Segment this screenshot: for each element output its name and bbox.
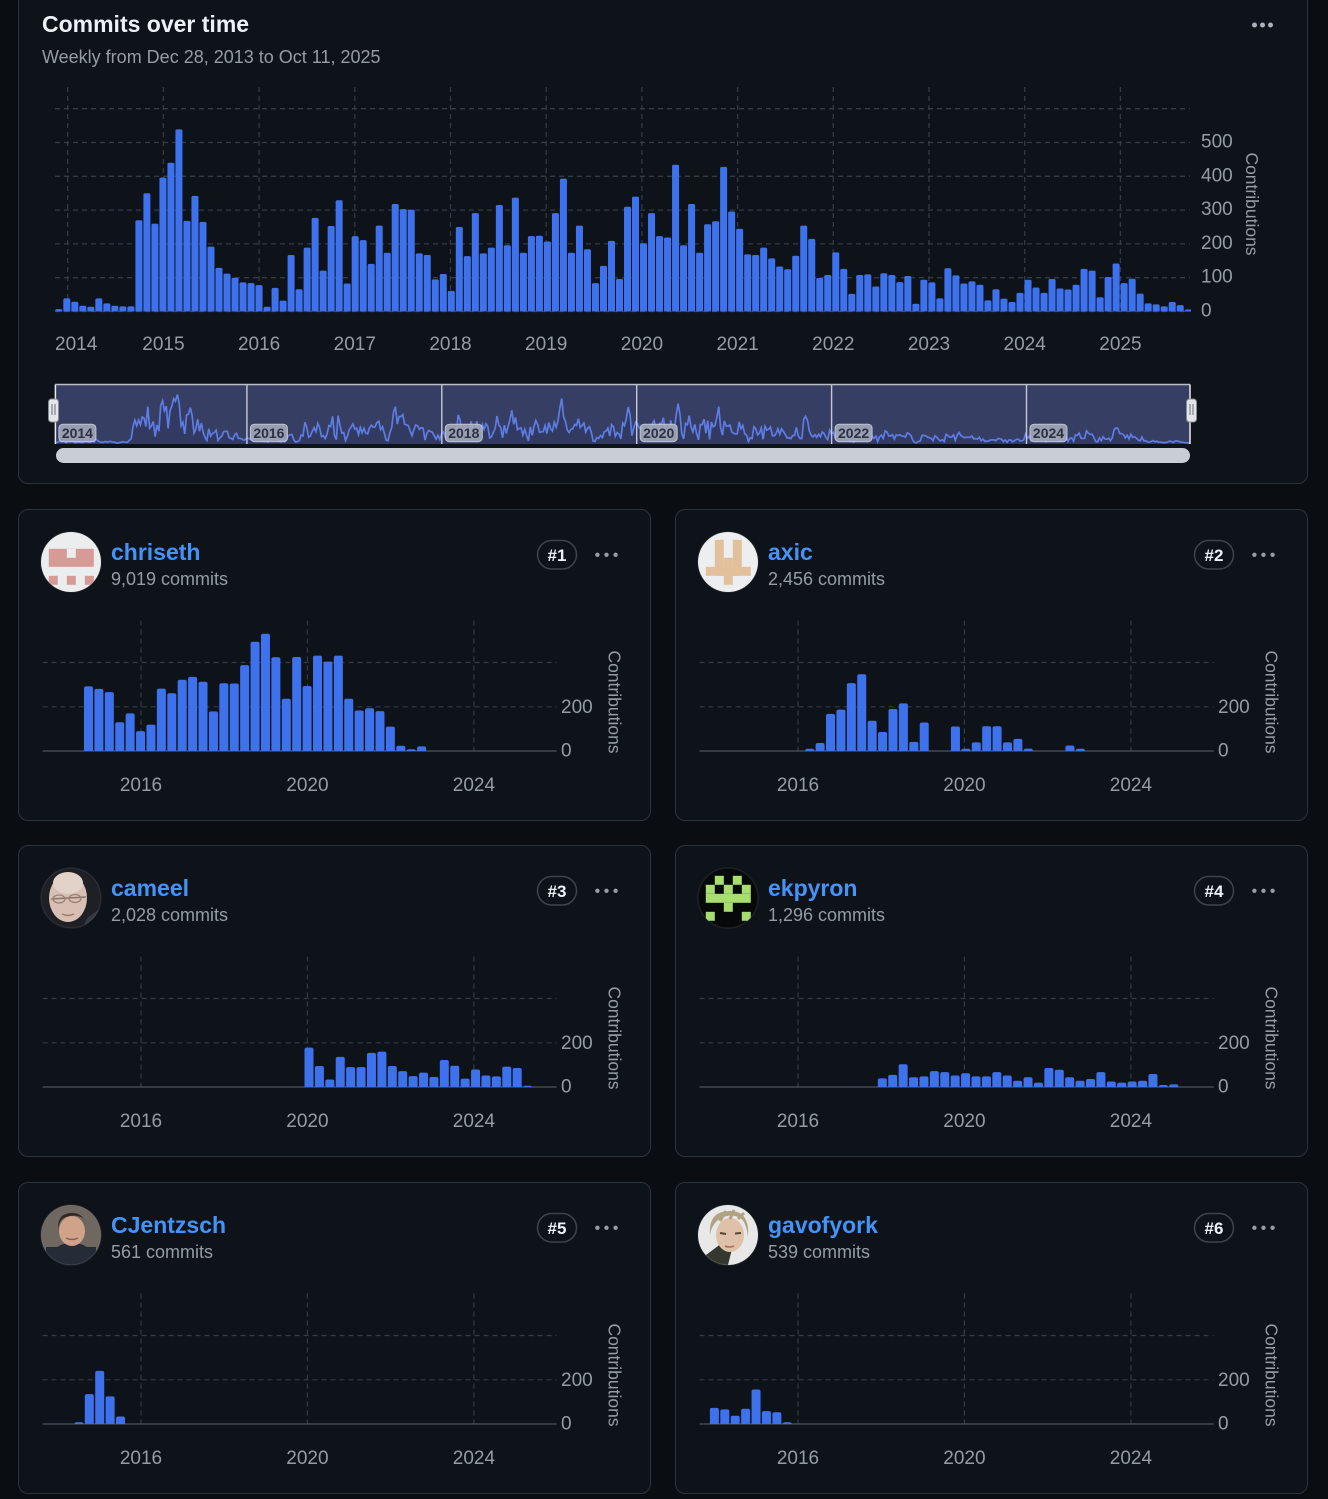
svg-text:Contributions: Contributions [604,1323,624,1426]
svg-text:Contributions: Contributions [1261,1323,1281,1426]
svg-text:#2: #2 [1204,546,1223,565]
svg-text:2020: 2020 [286,775,328,796]
svg-text:Contributions: Contributions [1261,986,1281,1089]
svg-text:2020: 2020 [943,1111,985,1132]
svg-text:CJentzsch: CJentzsch [111,1212,226,1238]
svg-text:2016: 2016 [776,775,818,796]
svg-text:2022: 2022 [812,334,854,355]
svg-text:300: 300 [1201,199,1233,220]
svg-text:Contributions: Contributions [604,650,624,753]
svg-text:2020: 2020 [643,425,674,441]
svg-text:#3: #3 [547,882,566,901]
svg-text:2,456 commits: 2,456 commits [768,569,885,589]
svg-text:200: 200 [561,1369,593,1390]
svg-text:2017: 2017 [334,334,376,355]
svg-text:#5: #5 [547,1219,566,1238]
svg-text:2014: 2014 [55,334,98,355]
svg-text:200: 200 [1218,1033,1250,1054]
svg-text:100: 100 [1201,267,1233,288]
svg-text:2024: 2024 [452,1448,495,1469]
svg-text:2016: 2016 [119,1448,161,1469]
svg-text:0: 0 [1218,740,1229,761]
svg-text:539 commits: 539 commits [768,1242,870,1262]
svg-text:2024: 2024 [1109,775,1152,796]
svg-text:561 commits: 561 commits [111,1242,213,1262]
svg-text:2021: 2021 [716,334,758,355]
svg-text:0: 0 [561,1413,572,1434]
svg-text:2019: 2019 [525,334,567,355]
svg-text:200: 200 [1218,696,1250,717]
svg-text:200: 200 [1218,1369,1250,1390]
svg-text:200: 200 [1201,233,1233,254]
svg-text:Contributions: Contributions [1261,650,1281,753]
svg-text:2018: 2018 [429,334,471,355]
svg-text:#1: #1 [547,546,566,565]
svg-text:Contributions: Contributions [1242,152,1262,255]
svg-text:2024: 2024 [1033,425,1064,441]
svg-text:2018: 2018 [448,425,479,441]
svg-text:2020: 2020 [943,1448,985,1469]
svg-text:chriseth: chriseth [111,539,200,565]
svg-text:#6: #6 [1204,1219,1223,1238]
svg-text:1,296 commits: 1,296 commits [768,905,885,925]
svg-text:0: 0 [1201,301,1212,322]
svg-text:2024: 2024 [1109,1111,1152,1132]
svg-text:2016: 2016 [119,775,161,796]
svg-text:cameel: cameel [111,875,189,901]
svg-text:2016: 2016 [238,334,280,355]
svg-text:200: 200 [561,696,593,717]
svg-text:2020: 2020 [621,334,663,355]
svg-text:0: 0 [1218,1413,1229,1434]
svg-text:#4: #4 [1204,882,1223,901]
svg-text:9,019 commits: 9,019 commits [111,569,228,589]
svg-text:2015: 2015 [142,334,184,355]
svg-text:gavofyork: gavofyork [768,1212,878,1238]
svg-text:400: 400 [1201,165,1233,186]
svg-text:0: 0 [1218,1077,1229,1098]
svg-text:2014: 2014 [62,425,93,441]
svg-text:2,028 commits: 2,028 commits [111,905,228,925]
svg-text:2020: 2020 [943,775,985,796]
svg-text:ekpyron: ekpyron [768,875,857,901]
svg-text:axic: axic [768,539,813,565]
svg-text:500: 500 [1201,132,1233,153]
svg-text:2016: 2016 [119,1111,161,1132]
svg-text:2023: 2023 [908,334,950,355]
svg-text:2020: 2020 [286,1448,328,1469]
svg-text:2024: 2024 [452,1111,495,1132]
svg-text:2025: 2025 [1099,334,1141,355]
svg-text:2020: 2020 [286,1111,328,1132]
svg-text:Contributions: Contributions [604,986,624,1089]
svg-text:200: 200 [561,1033,593,1054]
svg-text:2024: 2024 [452,775,495,796]
svg-text:2016: 2016 [776,1111,818,1132]
svg-text:2016: 2016 [776,1448,818,1469]
svg-text:2024: 2024 [1004,334,1047,355]
svg-text:2016: 2016 [253,425,284,441]
svg-text:2024: 2024 [1109,1448,1152,1469]
svg-text:0: 0 [561,1077,572,1098]
svg-text:2022: 2022 [838,425,869,441]
svg-text:0: 0 [561,740,572,761]
